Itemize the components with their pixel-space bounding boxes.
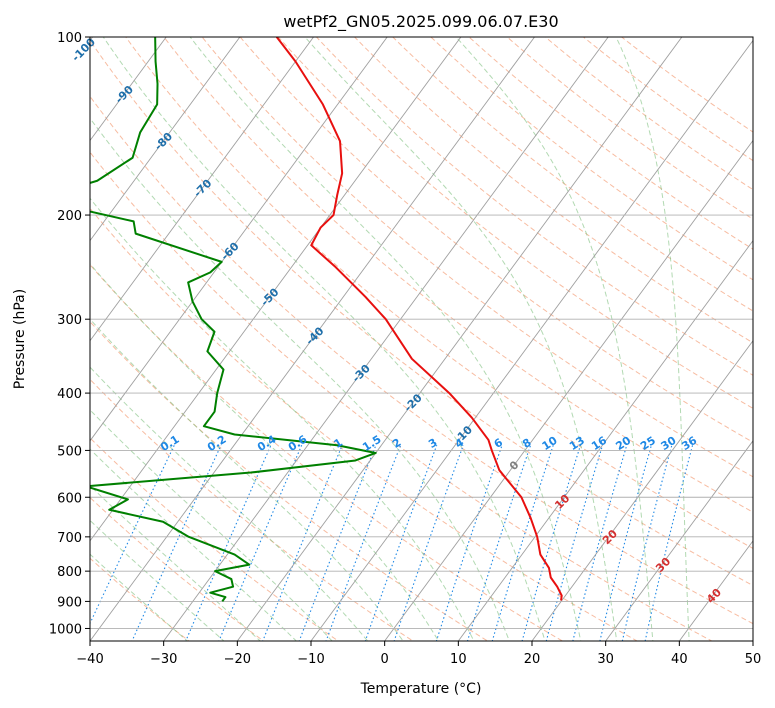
moist-adiabat-line: [102, 37, 546, 641]
mixing-ratio-line: [218, 445, 303, 641]
dry-adiabat-line: [201, 37, 753, 478]
isotherms: [90, 37, 753, 641]
x-tick-label: 20: [524, 652, 541, 667]
isotherm-line: [90, 37, 536, 641]
mixing-ratio-line: [262, 445, 343, 641]
plot-frame: [89, 36, 754, 642]
x-tick-label: −20: [224, 652, 251, 667]
moist-adiabat-line: [90, 553, 189, 641]
isotherm-line: [90, 37, 167, 142]
y-tick-label: 400: [57, 387, 82, 402]
isobars: [90, 37, 753, 629]
mixing-ratio-line: [521, 445, 582, 641]
x-axis: −40 −30 −20 −10 0 10 20 30 40 50: [76, 641, 761, 667]
isotherm-line: [236, 37, 683, 641]
isotherm-line: [90, 37, 388, 442]
mixing-ratio-line: [325, 445, 402, 641]
dry-adiabat-line: [277, 37, 753, 409]
y-tick-label: 1000: [49, 622, 82, 637]
x-tick-label: 10: [450, 652, 467, 667]
x-tick-label: −10: [297, 652, 324, 667]
dry-adiabat-line: [316, 37, 753, 376]
isotherm-line: [457, 239, 753, 641]
mixing-ratio-lines: [90, 444, 694, 641]
temperature-line: [275, 37, 563, 601]
dry-adiabat-line: [468, 37, 753, 250]
dry-adiabat-line: [90, 151, 713, 641]
x-tick-label: 50: [745, 652, 762, 667]
mixing-ratio-line: [435, 445, 503, 641]
y-axis-label: Pressure (hPa): [12, 289, 28, 389]
dewpoint-line: [90, 37, 377, 602]
mixing-ratio-line: [185, 445, 272, 641]
y-tick-label: 100: [57, 31, 82, 46]
mixing-ratio-line: [491, 445, 554, 641]
mixing-ratio-line: [364, 445, 438, 641]
x-tick-label: 40: [671, 652, 688, 667]
isotherm-line: [90, 37, 315, 342]
moist-adiabat-line: [90, 484, 261, 641]
y-tick-label: 900: [57, 595, 82, 610]
x-tick-label: −30: [150, 652, 177, 667]
dry-adiabat-line: [90, 320, 489, 641]
chart-title: wetPf2_GN05.2025.099.06.07.E30: [283, 12, 558, 32]
y-tick-label: 500: [57, 444, 82, 459]
y-tick-label: 700: [57, 531, 82, 546]
moist-adiabat-line: [90, 197, 475, 641]
dry-adiabat-line: [90, 39, 753, 587]
dry-adiabat-line: [163, 37, 753, 513]
isotherm-line: [531, 339, 753, 641]
background-lines: [90, 37, 753, 641]
y-tick-label: 300: [57, 313, 82, 328]
moist-adiabat-line: [90, 117, 510, 641]
isotherm-line: [605, 440, 753, 641]
mixing-ratio-line: [466, 445, 532, 641]
dry-adiabat-line: [90, 378, 414, 641]
x-axis-label: Temperature (°C): [360, 681, 482, 697]
moist-adiabat-line: [304, 37, 618, 641]
isotherm-line: [90, 37, 241, 242]
isotherm-line: [90, 37, 462, 542]
isotherm-line: [310, 39, 753, 641]
y-tick-label: 200: [57, 209, 82, 224]
isotherm-line: [163, 37, 609, 641]
x-tick-label: 30: [597, 652, 614, 667]
x-tick-label: 0: [381, 652, 389, 667]
y-tick-label: 600: [57, 491, 82, 506]
moist-adiabats: [90, 37, 690, 641]
moist-adiabat-line: [90, 409, 333, 641]
dry-adiabat-line: [125, 37, 753, 549]
moist-adiabat-line: [90, 519, 225, 641]
moist-adiabat-line: [90, 366, 369, 641]
isotherm-line: [384, 139, 753, 641]
mixing-ratio-line: [298, 445, 377, 641]
isotherm-line: [678, 540, 753, 641]
y-tick-label: 800: [57, 565, 82, 580]
dry-adiabat-line: [506, 37, 753, 220]
dry-adiabat-line: [90, 207, 639, 641]
x-tick-label: −40: [76, 652, 103, 667]
dry-adiabat-line: [392, 37, 753, 312]
series-layer: [90, 37, 563, 602]
y-axis: 100 200 300 400 500 600 700 800 900 1000: [49, 31, 90, 637]
moist-adiabat-line: [90, 318, 404, 641]
